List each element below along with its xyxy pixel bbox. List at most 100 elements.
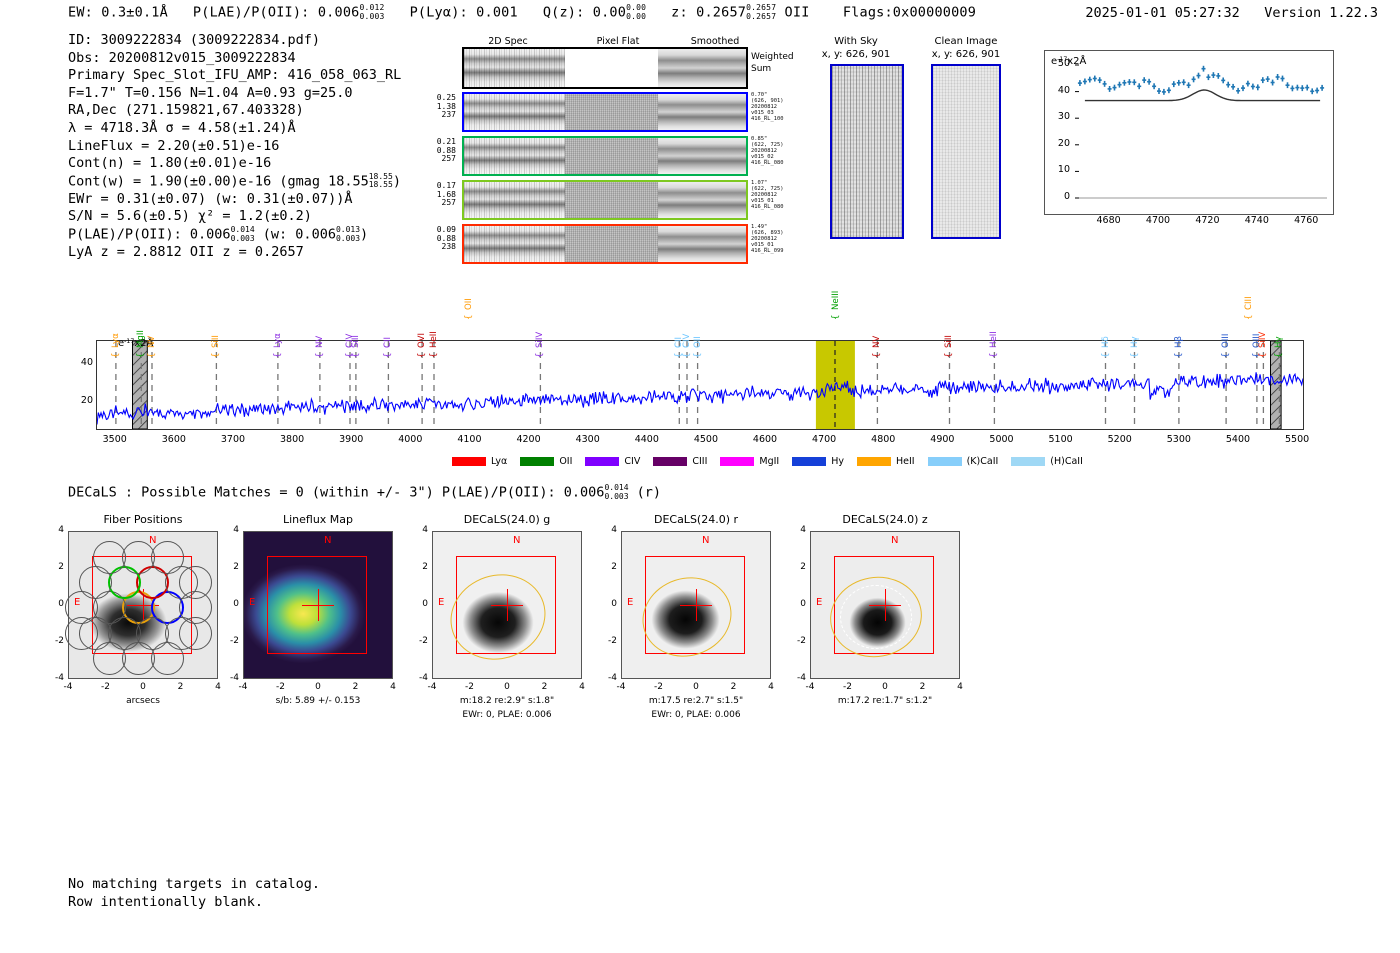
clean-panel-title: Clean Image [934,36,998,47]
header-flags: Flags:0x00000009 [842,4,977,21]
flux-annotation-base: e [1051,56,1058,67]
header-plae-lo: 0.003 [359,11,385,21]
spec2d-row-pixelflat [565,226,658,262]
emission-line-brace: { [830,314,841,320]
north-marker: N [513,535,521,546]
cutout-ytick: 0 [800,599,806,609]
spec2d-row-v2: 1.38 [436,101,456,111]
north-marker: N [891,535,899,546]
legend-item: CIV [585,456,640,467]
spec2d-meta-m4: v015_01 [751,197,774,204]
info-lineflux: LineFlux = 2.20(±0.51)e-16 [68,137,280,154]
spectrum-xtick: 3900 [339,434,364,445]
spec2d-col-header-2dspec: 2D Spec [488,36,528,47]
emission-line-label: Hγ [1129,336,1140,348]
spec2d-row-values: 0.25 1.38 237 [424,93,456,120]
east-marker: E [249,597,256,608]
spec2d-row-v1: 0.17 [436,181,456,190]
cutout-ytick: 2 [58,562,64,572]
emission-line-label: OVI [417,332,428,348]
emission-line-brace: { [417,352,428,358]
info-obs: Obs: 20200812v015_3009222834 [68,49,296,66]
fiber-circle[interactable] [93,541,127,575]
fiber-circle[interactable] [150,541,184,575]
spec2d-row-smoothed [658,94,746,130]
east-marker: E [816,597,823,608]
spec2d-meta-m1: 1.07" [751,180,768,186]
cutout-ytick: 4 [611,525,617,535]
fiber-circle[interactable] [179,616,213,650]
spectrum-xtick: 4600 [752,434,778,445]
fiber-circle[interactable] [150,641,184,675]
legend-item: (H)CaII [1011,456,1083,467]
cutout-ytick: 0 [58,599,64,609]
legend-item: Hy [792,456,844,467]
cutout-title: DECaLS(24.0) r [653,513,739,526]
spec2d-meta-m1: 0.70" [751,92,768,98]
spec2d-row-pixelflat [565,138,658,174]
info-cont-w-post: ) [392,173,401,190]
emission-line-label: OII [464,298,475,310]
cutout-red-box [645,556,745,654]
legend-label: Lyα [491,456,508,467]
cutout-crosshair-h [680,605,712,607]
spec2d-row-pixelflat [565,182,658,218]
cutout-title: Lineflux Map [282,513,354,526]
emission-line-label: Lyα [110,333,121,348]
cutout-xtick: -2 [101,682,110,692]
emission-line-brace: { [383,352,394,358]
cutout-ytick: -2 [55,636,64,646]
emission-line-brace: { [1173,352,1184,358]
cutout-xtick: 2 [541,682,548,692]
decals-header-hi: 0.014 [604,483,629,492]
spec2d-row-meta: 0.85" (622, 725) 20200812 v015_02 416_RL_080 [751,136,783,167]
spec2d-row-v3: 237 [441,110,456,120]
info-slot: Primary Spec_Slot_IFU_AMP: 416_058_063_R… [68,67,402,84]
spec2d-row-smoothed [658,138,746,174]
info-redshifts: LyA z = 2.8812 OII z = 0.2657 [68,244,304,261]
emission-line-label: HeII [989,331,1000,348]
legend-swatch [927,457,962,466]
spec2d-weighted-2dspec [464,49,565,87]
cutout-aperture-ellipse [840,584,912,649]
cutout-xtick: 0 [504,682,510,692]
header-qz-hi: 0.00 [626,3,647,12]
emission-line-brace: { [314,352,325,358]
footer-block: No matching targets in catalog. Row inte… [68,876,320,911]
spec2d-weighted-pixelflat [565,49,658,87]
info-cont-w-hi: 18.55 [368,171,393,181]
cutout-title: Fiber Positions [103,513,183,526]
cutout-ytick: 4 [422,525,428,535]
clean-panel-coords: x, y: 626, 901 [931,48,1001,60]
with-sky-image [830,64,904,239]
spec2d-meta-m3: 20200812 [751,235,777,242]
spectrum-ytick: 20 [80,394,93,406]
spec2d-meta-m5: 416_RL_099 [751,247,784,254]
fiber-circle[interactable] [93,641,127,675]
fiber-circle[interactable] [64,616,98,650]
spectrum-xtick: 4700 [812,434,837,445]
footer-line-2: Row intentionally blank. [68,893,264,910]
spec2d-row-v1: 0.09 [436,225,456,234]
spec2d-weighted-smoothed [658,49,746,87]
cutout-xtick: 4 [390,682,396,692]
decals-header: DECaLS : Possible Matches = 0 (within +/… [68,483,661,501]
spec2d-row-values: 0.09 0.88 238 [424,225,456,252]
cutout-xtick: 4 [768,682,774,692]
spectrum-legend: Lyα OII CIV CIII MgII Hy HeII (K)CaII (H)CaII [452,449,1096,468]
info-plae-pre: P(LAE)/P(OII): 0.006 [68,226,231,243]
spec2d-meta-m4: v015_01 [751,241,774,248]
header-z-hi: 0.2657 [746,3,777,12]
spec2d-meta-m5: 416_RL_100 [751,115,784,122]
full-spectrum-plot [96,340,1304,430]
spec2d-row-smoothed [658,226,746,262]
spec2d-meta-m2: (626, 893) [751,229,784,236]
header-plae-label: P(LAE)/P(OII): [192,4,310,21]
emission-line-brace: { [1243,314,1254,320]
spec2d-row-2dspec [464,226,565,262]
cutout-ytick: 0 [422,599,428,609]
fiber-circle[interactable] [179,566,213,600]
spec2d-row-v2: 0.88 [436,145,456,155]
legend-swatch [857,457,891,466]
legend-item: MgII [720,456,779,467]
